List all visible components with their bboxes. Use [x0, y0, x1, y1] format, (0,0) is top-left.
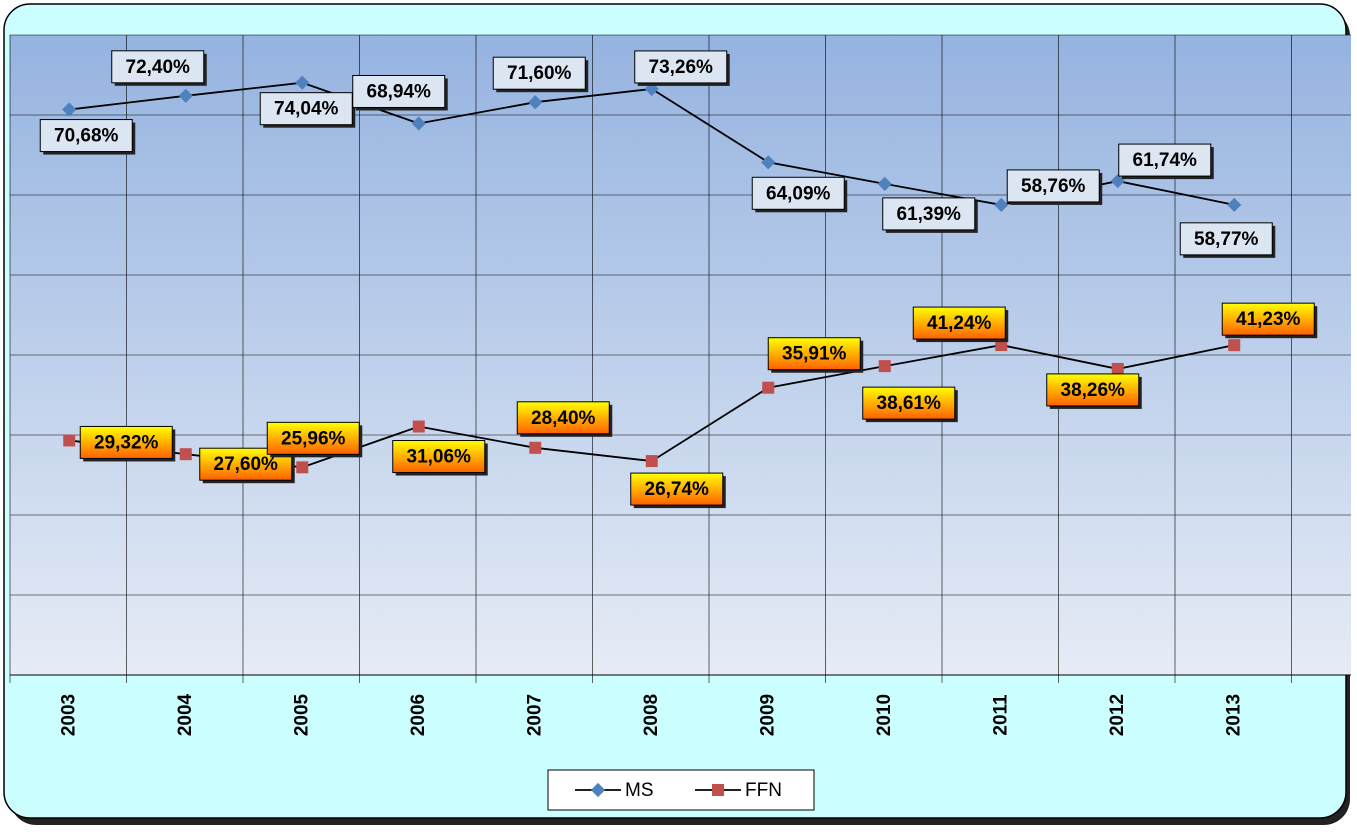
- x-tick-label: 2008: [641, 694, 662, 736]
- label-box: [266, 421, 360, 455]
- label-box: [259, 92, 353, 126]
- marker: [529, 441, 542, 454]
- data-label: 31,06%: [407, 447, 472, 468]
- x-tick-label: 2010: [874, 694, 895, 736]
- data-label: 72,40%: [126, 57, 191, 78]
- x-tick-label: 2012: [1107, 694, 1128, 736]
- label-box: [882, 197, 976, 231]
- marker: [878, 360, 891, 373]
- label-box: [492, 56, 586, 90]
- marker: [645, 455, 658, 468]
- label-box: [392, 440, 486, 474]
- label-box: [1006, 169, 1100, 203]
- legend-label: MS: [625, 780, 654, 801]
- label-box: [111, 50, 205, 84]
- label-box: [1179, 222, 1273, 256]
- x-tick-label: 2009: [757, 694, 778, 736]
- x-tick-label: 2005: [291, 693, 312, 736]
- marker: [762, 381, 775, 394]
- label-box: [352, 74, 446, 108]
- legend-label: FFN: [745, 780, 782, 801]
- label-box: [862, 386, 956, 420]
- data-label: 27,60%: [214, 454, 279, 475]
- data-label: 28,40%: [531, 408, 596, 429]
- marker: [1228, 339, 1241, 352]
- label-box: [912, 306, 1006, 340]
- marker: [1110, 174, 1125, 189]
- data-label: 64,09%: [766, 183, 831, 204]
- label-box: [1118, 143, 1212, 177]
- data-label: 70,68%: [54, 126, 119, 147]
- x-tick-label: 2003: [58, 694, 79, 736]
- marker: [295, 75, 310, 90]
- legend-marker: [590, 782, 606, 798]
- data-label: 35,91%: [782, 344, 847, 365]
- marker: [1227, 197, 1242, 212]
- marker: [296, 461, 309, 474]
- label-box: [751, 176, 845, 210]
- label-box: [1221, 302, 1315, 336]
- label-box: [767, 337, 861, 371]
- x-tick-label: 2007: [524, 694, 545, 736]
- data-label: 29,32%: [94, 432, 159, 453]
- data-label: 58,77%: [1194, 229, 1259, 250]
- x-tick-label: 2011: [990, 694, 1011, 736]
- data-label: 61,39%: [897, 204, 962, 225]
- x-tick-label: 2004: [175, 693, 196, 736]
- marker: [994, 197, 1009, 212]
- label-box: [634, 50, 728, 84]
- marker: [412, 420, 425, 433]
- label-box: [79, 425, 173, 459]
- data-label: 26,74%: [645, 479, 710, 500]
- legend-marker: [712, 784, 724, 796]
- data-label: 38,61%: [877, 393, 942, 414]
- label-box: [630, 472, 724, 506]
- data-label: 61,74%: [1133, 150, 1198, 171]
- data-label: 41,23%: [1236, 309, 1301, 330]
- marker: [411, 116, 426, 131]
- marker: [1111, 362, 1124, 375]
- data-label: 38,26%: [1061, 380, 1126, 401]
- x-tick-label: 2006: [408, 694, 429, 736]
- data-label: 58,76%: [1021, 176, 1086, 197]
- data-label: 74,04%: [274, 99, 339, 120]
- data-label: 68,94%: [367, 81, 432, 102]
- data-label: 25,96%: [281, 428, 346, 449]
- x-tick-label: 2013: [1223, 694, 1244, 736]
- marker: [528, 95, 543, 110]
- marker: [877, 176, 892, 191]
- data-label: 71,60%: [507, 63, 572, 84]
- marker: [179, 448, 192, 461]
- data-label: 41,24%: [927, 313, 992, 334]
- label-box: [1046, 373, 1140, 407]
- label-box: [39, 119, 133, 153]
- marker: [761, 155, 776, 170]
- data-label: 73,26%: [649, 57, 714, 78]
- marker: [63, 434, 76, 447]
- label-box: [516, 401, 610, 435]
